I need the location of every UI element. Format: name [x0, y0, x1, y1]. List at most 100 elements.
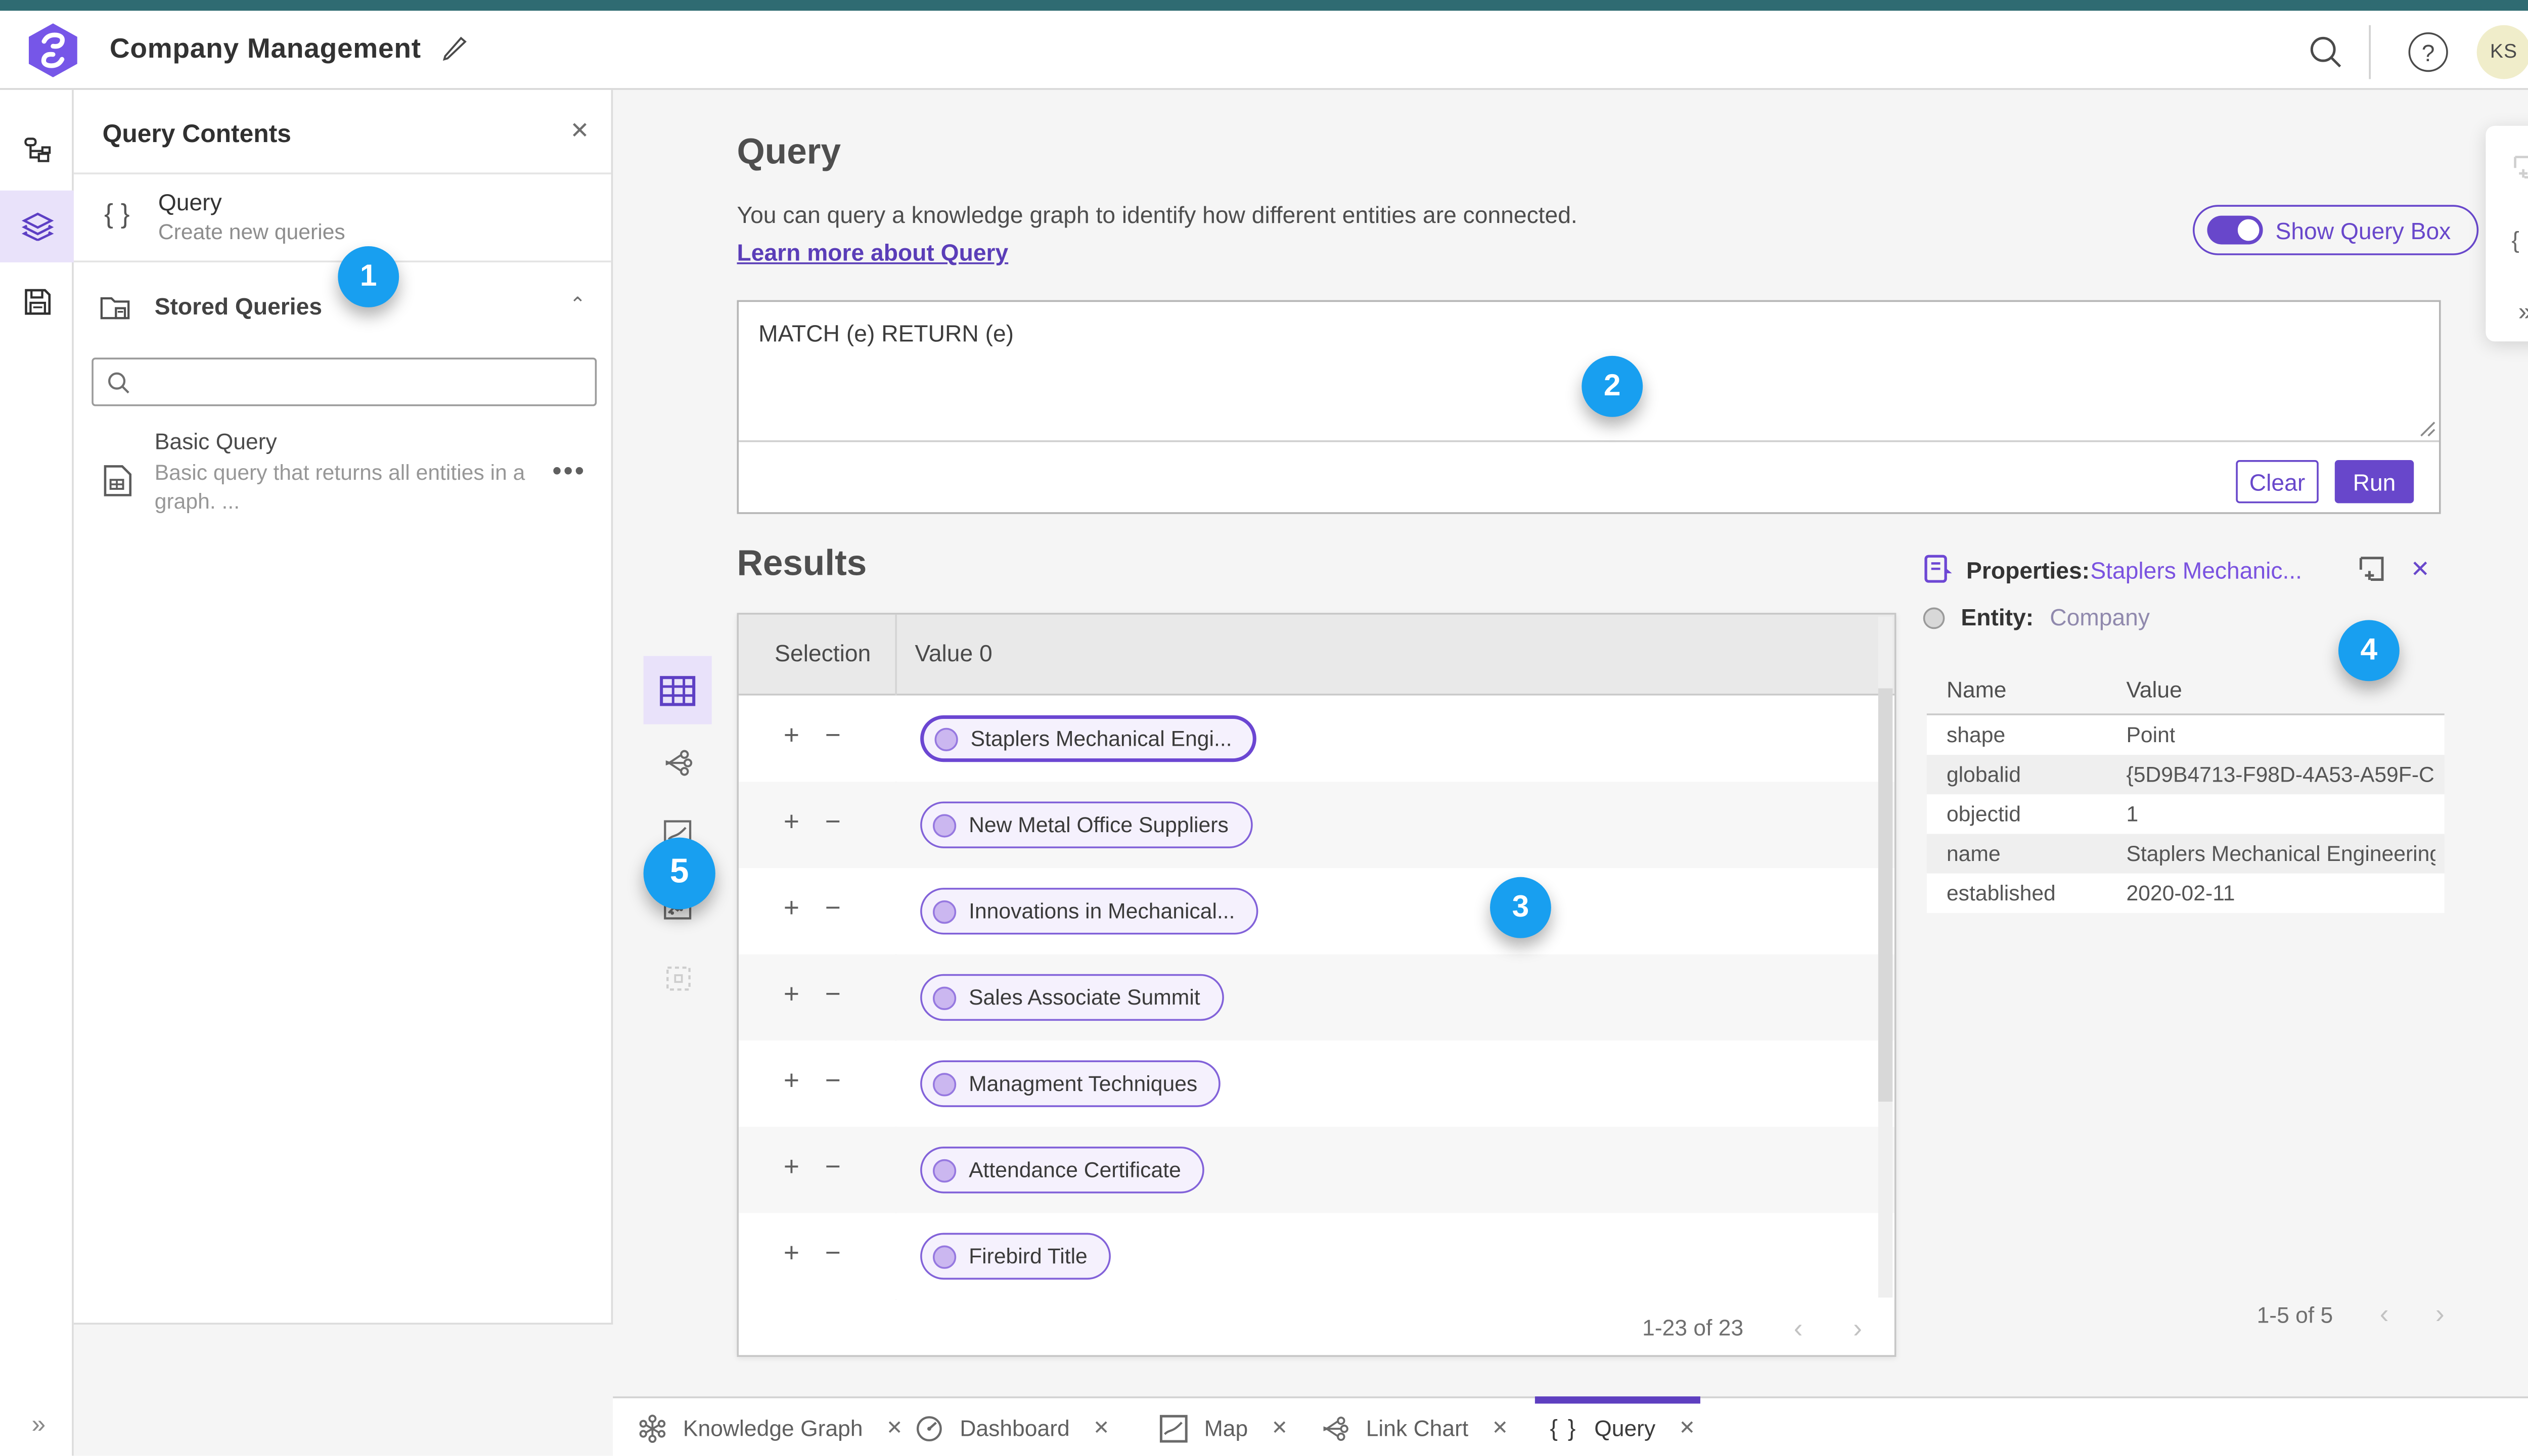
table-row[interactable]: + − Firebird Title	[739, 1213, 1894, 1300]
entity-pill[interactable]: New Metal Office Suppliers	[920, 801, 1252, 848]
property-row[interactable]: shape Point	[1926, 715, 2445, 755]
add-to-selection-icon[interactable]: +	[783, 893, 800, 924]
results-pagination: 1-23 of 23 ‹ ›	[739, 1299, 1894, 1357]
prop-value: Staplers Mechanical Engineering	[2126, 841, 2435, 867]
query-text-input[interactable]: MATCH (e) RETURN (e)	[758, 320, 1014, 347]
stored-query-item[interactable]: Basic Query Basic query that returns all…	[74, 424, 611, 539]
entity-pill-label: Attendance Certificate	[969, 1157, 1181, 1183]
run-button[interactable]: Run	[2334, 460, 2414, 504]
learn-more-link[interactable]: Learn more about Query	[737, 239, 1009, 266]
table-row[interactable]: + − Managment Techniques	[739, 1040, 1894, 1127]
stored-queries-search[interactable]	[92, 357, 597, 406]
collapse-section-icon[interactable]: ⌃	[569, 295, 586, 316]
close-tab-icon[interactable]: ✕	[886, 1418, 903, 1440]
remove-from-selection-icon[interactable]: −	[825, 893, 841, 924]
add-to-selection-icon[interactable]: +	[783, 979, 800, 1010]
add-selection-icon[interactable]	[2356, 554, 2386, 584]
column-selection: Selection	[775, 640, 871, 667]
prop-name: objectid	[1946, 801, 2021, 827]
next-page-icon[interactable]: ›	[2435, 1299, 2445, 1330]
toggle-knob	[2234, 215, 2263, 245]
close-tab-icon[interactable]: ✕	[1679, 1418, 1696, 1440]
link-chart-view-icon[interactable]	[644, 728, 712, 796]
close-tab-icon[interactable]: ✕	[1093, 1418, 1110, 1440]
tab-label: Map	[1204, 1415, 1248, 1441]
close-tab-icon[interactable]: ✕	[1492, 1418, 1509, 1440]
toggle-label: Show Query Box	[2275, 216, 2451, 244]
more-options-icon[interactable]: •••	[552, 456, 586, 487]
remove-from-selection-icon[interactable]: −	[825, 979, 841, 1010]
prop-value: 2020-02-11	[2126, 880, 2235, 906]
tab-map[interactable]: Map ✕	[1159, 1398, 1288, 1456]
query-section-title: Query	[737, 133, 841, 173]
table-view-icon[interactable]	[643, 656, 712, 724]
scrollbar-thumb[interactable]	[1878, 688, 1893, 1102]
column-value0: Value 0	[915, 640, 992, 667]
entity-node-icon	[932, 985, 957, 1010]
search-icon[interactable]	[2306, 32, 2345, 72]
table-row[interactable]: + − Attendance Certificate	[739, 1126, 1894, 1213]
edit-title-icon[interactable]	[440, 34, 469, 63]
entity-pill[interactable]: Innovations in Mechanical...	[920, 888, 1258, 935]
save-icon[interactable]	[0, 266, 74, 338]
table-row[interactable]: + − New Metal Office Suppliers	[739, 782, 1894, 869]
add-to-selection-icon[interactable]: +	[783, 807, 800, 838]
table-row[interactable]: + − Sales Associate Summit	[739, 954, 1894, 1041]
entity-pill-label: Innovations in Mechanical...	[969, 898, 1235, 924]
remove-from-selection-icon[interactable]: −	[825, 720, 841, 751]
resize-handle[interactable]	[2419, 421, 2435, 437]
show-query-box-toggle[interactable]: Show Query Box	[2192, 205, 2478, 255]
remove-from-selection-icon[interactable]: −	[825, 1152, 841, 1183]
help-icon[interactable]: ?	[2408, 32, 2448, 72]
prev-page-icon[interactable]: ‹	[2379, 1299, 2389, 1330]
close-properties-icon[interactable]: ✕	[2410, 555, 2430, 582]
annotation-badge-3: 3	[1490, 877, 1551, 938]
entity-pill[interactable]: Managment Techniques	[920, 1060, 1221, 1107]
data-model-icon[interactable]	[0, 115, 74, 187]
table-row[interactable]: + − Innovations in Mechanical...	[739, 868, 1894, 954]
annotation-badge-4: 4	[2338, 620, 2400, 681]
menu-item-collapse[interactable]: » Collapse	[2486, 281, 2528, 342]
properties-table: Name Value shape Point globalid {5D9B4713-…	[1926, 668, 2445, 913]
add-to-selection-icon[interactable]: +	[783, 720, 800, 751]
expand-rail-icon[interactable]: »	[31, 1409, 46, 1438]
properties-entity-link[interactable]: Staplers Mechanic...	[2090, 557, 2303, 584]
add-to-selection-icon[interactable]: +	[783, 1238, 800, 1269]
stored-queries-header[interactable]: Stored Queries ⌃	[74, 288, 611, 342]
entity-pill[interactable]: Sales Associate Summit	[920, 974, 1224, 1021]
entity-node-icon	[932, 899, 957, 923]
property-row[interactable]: globalid {5D9B4713-F98D-4A53-A59F-C1...	[1926, 755, 2445, 795]
tab-dashboard[interactable]: Dashboard ✕	[915, 1398, 1110, 1456]
app-header: Company Management ? KS Knowledge Studio…	[0, 11, 2528, 90]
close-tab-icon[interactable]: ✕	[1271, 1418, 1288, 1440]
menu-item-store-as-new-query[interactable]: { } Store as New Query	[2486, 208, 2528, 269]
add-selection-icon	[2511, 153, 2528, 181]
property-row[interactable]: established 2020-02-11	[1926, 873, 2445, 913]
clear-button[interactable]: Clear	[2236, 460, 2319, 504]
remove-from-selection-icon[interactable]: −	[825, 807, 841, 838]
remove-from-selection-icon[interactable]: −	[825, 1066, 841, 1097]
table-row[interactable]: + − Staplers Mechanical Engi...	[739, 695, 1894, 782]
layers-icon[interactable]	[0, 190, 74, 263]
query-list-item[interactable]: { } Query Create new queries	[73, 172, 611, 263]
prev-page-icon[interactable]: ‹	[1793, 1312, 1803, 1344]
properties-page-range: 1-5 of 5	[2256, 1302, 2333, 1328]
remove-from-selection-icon[interactable]: −	[825, 1238, 841, 1269]
tab-knowledge-graph[interactable]: Knowledge Graph ✕	[638, 1398, 903, 1456]
scrollbar[interactable]	[1878, 616, 1893, 1298]
tab-link-chart[interactable]: Link Chart ✕	[1321, 1398, 1508, 1456]
add-to-selection-icon[interactable]: +	[783, 1066, 800, 1097]
add-to-selection-icon[interactable]: +	[783, 1152, 800, 1183]
property-row[interactable]: name Staplers Mechanical Engineering	[1926, 834, 2445, 874]
braces-icon: { }	[2511, 225, 2528, 253]
close-panel-icon[interactable]: ✕	[570, 117, 590, 144]
query-document-icon	[103, 464, 133, 498]
entity-pill[interactable]: Attendance Certificate	[920, 1147, 1205, 1194]
entity-pill[interactable]: Staplers Mechanical Engi...	[920, 715, 1257, 762]
next-page-icon[interactable]: ›	[1853, 1312, 1862, 1344]
tab-query[interactable]: { } Query ✕	[1549, 1398, 1696, 1456]
avatar[interactable]: KS	[2476, 25, 2528, 79]
entity-pill[interactable]: Firebird Title	[920, 1233, 1111, 1280]
property-row[interactable]: objectid 1	[1926, 794, 2445, 834]
